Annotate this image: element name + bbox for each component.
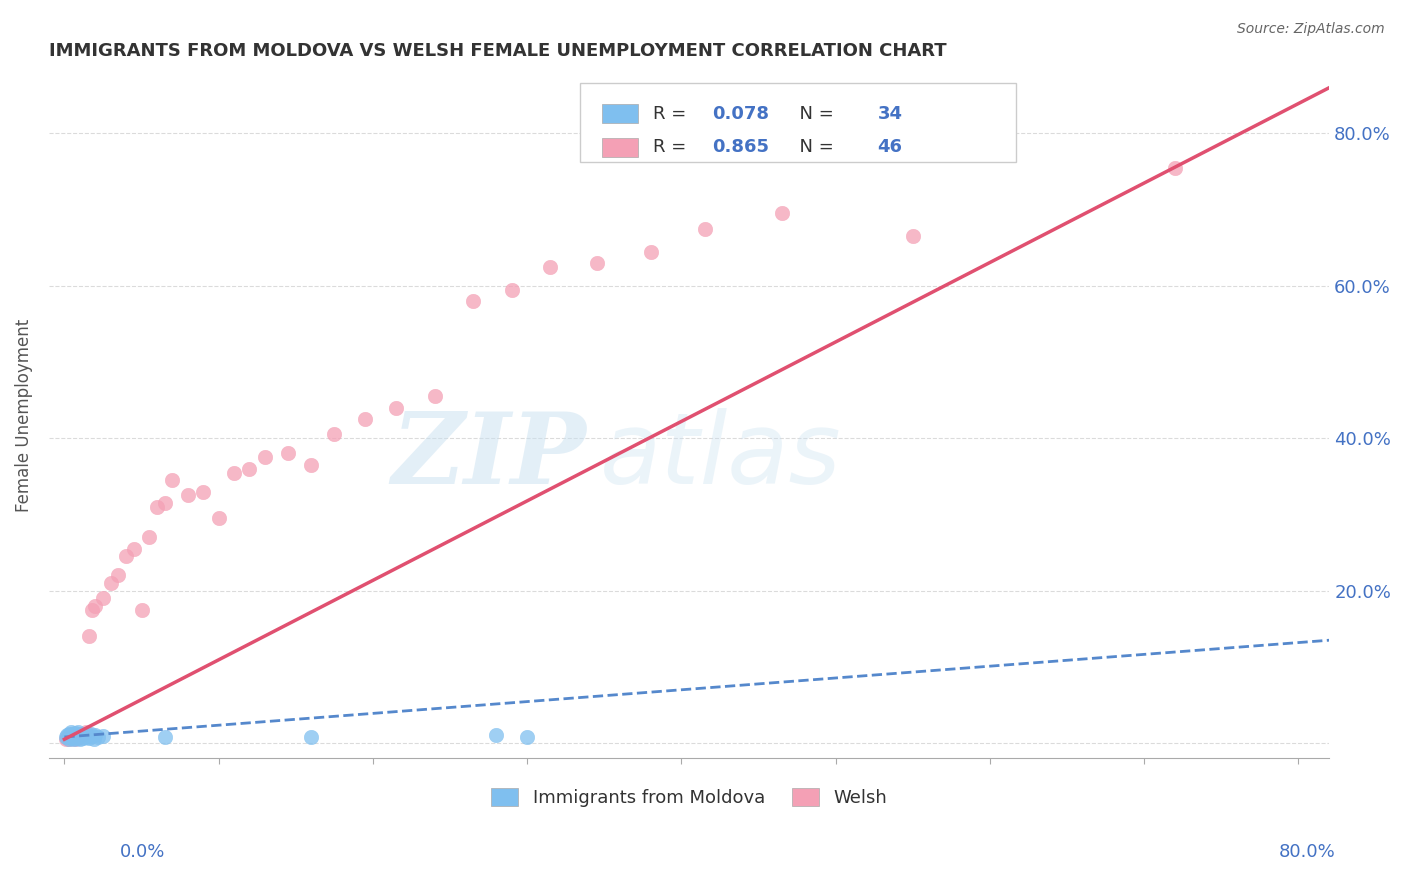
Point bbox=[299, 730, 322, 744]
Text: 80.0%: 80.0% bbox=[1279, 843, 1336, 861]
Point bbox=[58, 727, 80, 741]
Point bbox=[162, 473, 184, 487]
Point bbox=[66, 731, 89, 745]
Point bbox=[69, 729, 91, 743]
Point bbox=[91, 591, 114, 606]
Point bbox=[62, 731, 84, 746]
Point bbox=[538, 260, 561, 274]
Point bbox=[153, 730, 176, 744]
Point bbox=[82, 729, 104, 743]
Point bbox=[66, 730, 89, 744]
Text: 34: 34 bbox=[877, 104, 903, 122]
FancyBboxPatch shape bbox=[581, 83, 1015, 161]
Point bbox=[385, 401, 408, 415]
Point bbox=[76, 729, 98, 743]
Point bbox=[58, 731, 80, 746]
Point bbox=[640, 244, 662, 259]
Point bbox=[72, 727, 94, 741]
Point bbox=[77, 731, 100, 745]
Point bbox=[69, 727, 91, 741]
Point bbox=[238, 461, 260, 475]
Point bbox=[67, 731, 90, 745]
Point bbox=[323, 427, 346, 442]
Point bbox=[770, 206, 793, 220]
Point bbox=[63, 729, 86, 743]
Point bbox=[1164, 161, 1187, 175]
Point bbox=[67, 725, 90, 739]
Y-axis label: Female Unemployment: Female Unemployment bbox=[15, 318, 32, 512]
Point bbox=[153, 496, 176, 510]
Text: ZIP: ZIP bbox=[392, 409, 586, 505]
Point bbox=[69, 731, 91, 746]
Point bbox=[62, 729, 84, 743]
Text: 46: 46 bbox=[877, 138, 903, 156]
Point bbox=[253, 450, 276, 465]
Point bbox=[59, 724, 82, 739]
Point bbox=[299, 458, 322, 472]
Point bbox=[222, 466, 245, 480]
Point bbox=[901, 229, 924, 244]
Point bbox=[73, 728, 96, 742]
Point bbox=[585, 256, 607, 270]
Point bbox=[354, 412, 377, 426]
Point bbox=[107, 568, 129, 582]
Point bbox=[83, 731, 105, 746]
Text: 0.865: 0.865 bbox=[713, 138, 769, 156]
Point bbox=[87, 730, 110, 744]
Point bbox=[56, 731, 79, 745]
Point bbox=[59, 730, 82, 744]
Point bbox=[82, 603, 104, 617]
Point bbox=[463, 294, 485, 309]
Point bbox=[84, 599, 107, 613]
Point bbox=[63, 726, 86, 740]
Legend: Immigrants from Moldova, Welsh: Immigrants from Moldova, Welsh bbox=[484, 780, 894, 814]
Point bbox=[138, 530, 160, 544]
Point bbox=[516, 730, 538, 744]
Bar bbox=[602, 103, 638, 123]
Text: Source: ZipAtlas.com: Source: ZipAtlas.com bbox=[1237, 22, 1385, 37]
Point bbox=[72, 731, 94, 745]
Point bbox=[115, 549, 138, 564]
Point bbox=[60, 731, 83, 745]
Point bbox=[63, 731, 86, 746]
Point bbox=[70, 729, 93, 743]
Text: 0.078: 0.078 bbox=[713, 104, 769, 122]
Point bbox=[55, 730, 77, 744]
Point bbox=[79, 727, 101, 741]
Point bbox=[177, 488, 200, 502]
Point bbox=[131, 603, 153, 617]
Point bbox=[58, 732, 80, 747]
Text: 0.0%: 0.0% bbox=[120, 843, 165, 861]
Point bbox=[485, 729, 508, 743]
Point bbox=[423, 389, 446, 403]
Point bbox=[66, 728, 89, 742]
Text: IMMIGRANTS FROM MOLDOVA VS WELSH FEMALE UNEMPLOYMENT CORRELATION CHART: IMMIGRANTS FROM MOLDOVA VS WELSH FEMALE … bbox=[49, 42, 946, 60]
Point bbox=[193, 484, 215, 499]
Point bbox=[84, 728, 107, 742]
Point bbox=[60, 727, 83, 741]
Point bbox=[75, 724, 97, 739]
Text: N =: N = bbox=[787, 104, 839, 122]
Point bbox=[59, 730, 82, 744]
Point bbox=[77, 629, 100, 643]
Point bbox=[60, 731, 83, 745]
Point bbox=[91, 729, 114, 743]
Text: R =: R = bbox=[654, 104, 692, 122]
Point bbox=[277, 446, 299, 460]
Point bbox=[122, 541, 145, 556]
Point bbox=[75, 730, 97, 744]
Point bbox=[100, 576, 122, 591]
Point bbox=[55, 732, 77, 747]
Point bbox=[208, 511, 231, 525]
Point bbox=[56, 729, 79, 743]
Point bbox=[62, 729, 84, 743]
Text: R =: R = bbox=[654, 138, 692, 156]
Point bbox=[501, 283, 523, 297]
Text: atlas: atlas bbox=[599, 408, 841, 505]
Text: N =: N = bbox=[787, 138, 839, 156]
Point bbox=[693, 221, 716, 235]
Point bbox=[146, 500, 169, 514]
Bar bbox=[602, 137, 638, 157]
Point bbox=[67, 730, 90, 744]
